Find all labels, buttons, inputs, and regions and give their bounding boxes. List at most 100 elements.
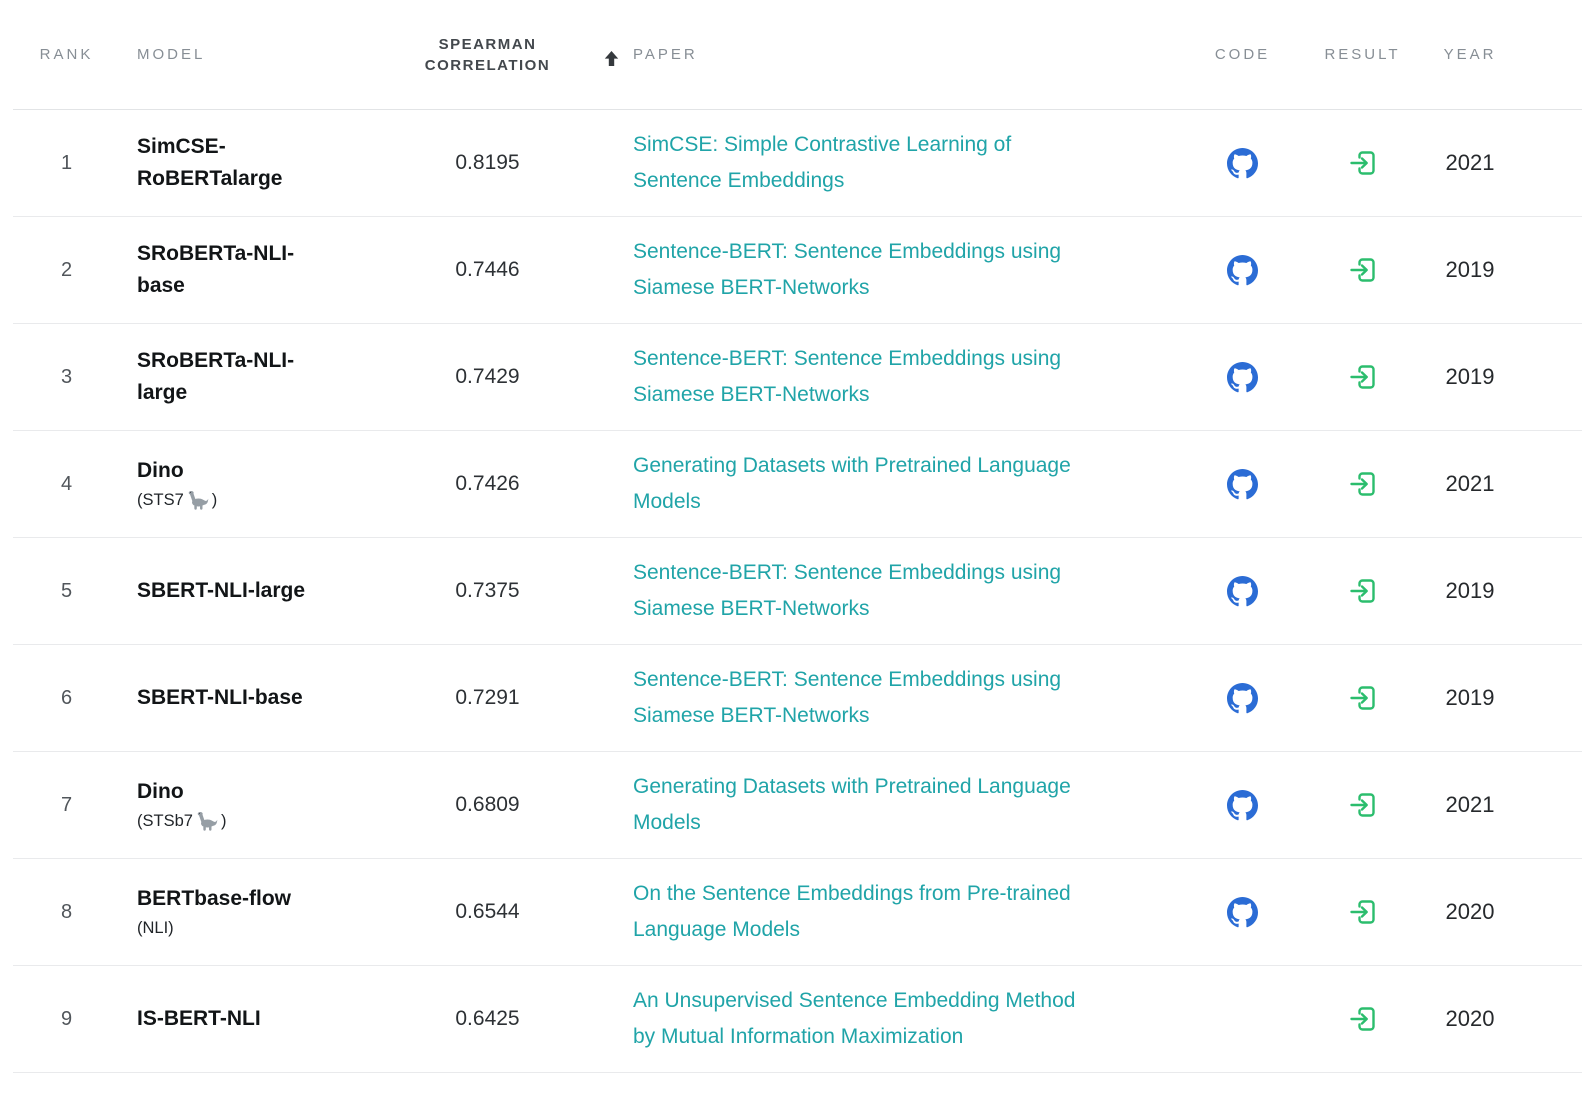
model-cell: SBERT-NLI-base xyxy=(120,682,395,714)
sauropod-emoji xyxy=(188,491,209,510)
table-row: 3 SRoBERTa-NLI-large 0.7429 Sentence-BER… xyxy=(13,324,1582,431)
year-value: 2019 xyxy=(1445,578,1495,603)
paper-cell: Sentence-BERT: Sentence Embeddings using… xyxy=(580,555,1185,627)
github-code-link[interactable] xyxy=(1227,575,1258,607)
code-cell xyxy=(1185,575,1300,607)
github-code-link[interactable] xyxy=(1227,254,1258,286)
rank-value: 9 xyxy=(60,1007,73,1030)
model-name: IS-BERT-NLI xyxy=(137,1007,261,1030)
model-name: BERTbase-flow xyxy=(137,887,292,910)
model-note-suffix: ) xyxy=(211,491,218,509)
github-icon xyxy=(1227,789,1258,820)
sort-ascending-up-arrow-icon[interactable] xyxy=(603,50,620,67)
table-body: 1 SimCSE-RoBERTalarge 0.8195 SimCSE: Sim… xyxy=(13,110,1582,1073)
model-note: (STS7 ) xyxy=(137,487,395,513)
spearman-correlation-value: 0.7375 xyxy=(455,579,520,602)
spearman-correlation-value: 0.6425 xyxy=(455,1007,520,1030)
paper-link[interactable]: Generating Datasets with Pretrained Lang… xyxy=(633,454,1071,513)
github-icon xyxy=(1227,361,1258,392)
github-icon xyxy=(1227,682,1258,713)
table-row: 8 BERTbase-flow (NLI) 0.6544 On the Sent… xyxy=(13,859,1582,966)
github-code-link[interactable] xyxy=(1227,147,1258,179)
result-cell xyxy=(1300,362,1425,392)
paper-link[interactable]: Sentence-BERT: Sentence Embeddings using… xyxy=(633,561,1062,620)
column-header-rank[interactable]: RANK xyxy=(39,46,94,63)
year-value: 2021 xyxy=(1445,792,1495,817)
model-cell: IS-BERT-NLI xyxy=(120,1003,395,1035)
box-arrow-in-right-icon xyxy=(1349,472,1375,496)
box-arrow-in-right-icon xyxy=(1349,151,1375,175)
result-cell xyxy=(1300,148,1425,178)
rank-value: 1 xyxy=(60,151,73,174)
paper-link[interactable]: On the Sentence Embeddings from Pre-trai… xyxy=(633,882,1071,941)
model-cell: BERTbase-flow (NLI) xyxy=(120,883,395,941)
paper-link[interactable]: Sentence-BERT: Sentence Embeddings using… xyxy=(633,240,1062,299)
result-cell xyxy=(1300,683,1425,713)
model-name: SRoBERTa-NLI-base xyxy=(137,242,295,297)
result-link[interactable] xyxy=(1348,790,1378,820)
paper-cell: Generating Datasets with Pretrained Lang… xyxy=(580,769,1185,841)
model-name: Dino xyxy=(137,459,184,482)
spearman-correlation-value: 0.7446 xyxy=(455,258,520,281)
result-link[interactable] xyxy=(1348,576,1378,606)
model-cell: SBERT-NLI-large xyxy=(120,575,395,607)
table-row: 6 SBERT-NLI-base 0.7291 Sentence-BERT: S… xyxy=(13,645,1582,752)
paper-link[interactable]: Generating Datasets with Pretrained Lang… xyxy=(633,775,1071,834)
paper-link[interactable]: Sentence-BERT: Sentence Embeddings using… xyxy=(633,668,1062,727)
rank-value: 5 xyxy=(60,579,73,602)
paper-link[interactable]: An Unsupervised Sentence Embedding Metho… xyxy=(633,989,1076,1048)
column-header-result[interactable]: RESULT xyxy=(1324,46,1401,63)
result-link[interactable] xyxy=(1348,897,1378,927)
box-arrow-in-right-icon xyxy=(1349,793,1375,817)
box-arrow-in-right-icon xyxy=(1349,258,1375,282)
paper-cell: Sentence-BERT: Sentence Embeddings using… xyxy=(580,662,1185,734)
model-name: SimCSE-RoBERTalarge xyxy=(137,135,283,190)
year-value: 2021 xyxy=(1445,150,1495,175)
model-note-text: (NLI) xyxy=(137,919,174,937)
column-header-spearman-correlation[interactable]: SPEARMAN CORRELATION xyxy=(395,34,619,76)
result-link[interactable] xyxy=(1348,148,1378,178)
result-link[interactable] xyxy=(1348,683,1378,713)
model-note: (STSb7 ) xyxy=(137,808,395,834)
table-row: 5 SBERT-NLI-large 0.7375 Sentence-BERT: … xyxy=(13,538,1582,645)
table-row: 7 Dino (STSb7 ) 0.680 xyxy=(13,752,1582,859)
result-cell xyxy=(1300,1004,1425,1034)
rank-value: 2 xyxy=(60,258,73,281)
rank-value: 8 xyxy=(60,900,73,923)
github-code-link[interactable] xyxy=(1227,361,1258,393)
model-note-text: (STSb7 xyxy=(137,812,193,830)
result-link[interactable] xyxy=(1348,362,1378,392)
box-arrow-in-right-icon xyxy=(1349,1007,1375,1031)
column-header-paper[interactable]: PAPER xyxy=(633,46,698,63)
leaderboard-table: RANK MODEL SPEARMAN CORRELATION PAPER CO… xyxy=(13,0,1582,1073)
spearman-correlation-value: 0.7429 xyxy=(455,365,520,388)
paper-cell: Sentence-BERT: Sentence Embeddings using… xyxy=(580,234,1185,306)
result-link[interactable] xyxy=(1348,469,1378,499)
table-header-row: RANK MODEL SPEARMAN CORRELATION PAPER CO… xyxy=(13,0,1582,110)
paper-link[interactable]: SimCSE: Simple Contrastive Learning of S… xyxy=(633,133,1012,192)
result-link[interactable] xyxy=(1348,1004,1378,1034)
year-value: 2020 xyxy=(1445,1006,1495,1031)
column-header-year[interactable]: YEAR xyxy=(1443,46,1497,63)
code-cell xyxy=(1185,789,1300,821)
paper-cell: SimCSE: Simple Contrastive Learning of S… xyxy=(580,127,1185,199)
model-note: (NLI) xyxy=(137,915,395,941)
model-name: SBERT-NLI-large xyxy=(137,579,306,602)
code-cell xyxy=(1185,254,1300,286)
table-row: 2 SRoBERTa-NLI-base 0.7446 Sentence-BERT… xyxy=(13,217,1582,324)
result-link[interactable] xyxy=(1348,255,1378,285)
github-code-link[interactable] xyxy=(1227,682,1258,714)
spearman-correlation-value: 0.8195 xyxy=(455,151,520,174)
model-note-text: (STS7 xyxy=(137,491,184,509)
column-header-code[interactable]: CODE xyxy=(1214,46,1271,63)
github-code-link[interactable] xyxy=(1227,468,1258,500)
year-value: 2019 xyxy=(1445,364,1495,389)
github-code-link[interactable] xyxy=(1227,896,1258,928)
column-header-model[interactable]: MODEL xyxy=(137,46,206,63)
github-icon xyxy=(1227,896,1258,927)
github-icon xyxy=(1227,468,1258,499)
result-cell xyxy=(1300,576,1425,606)
paper-link[interactable]: Sentence-BERT: Sentence Embeddings using… xyxy=(633,347,1062,406)
github-code-link[interactable] xyxy=(1227,789,1258,821)
year-value: 2020 xyxy=(1445,899,1495,924)
